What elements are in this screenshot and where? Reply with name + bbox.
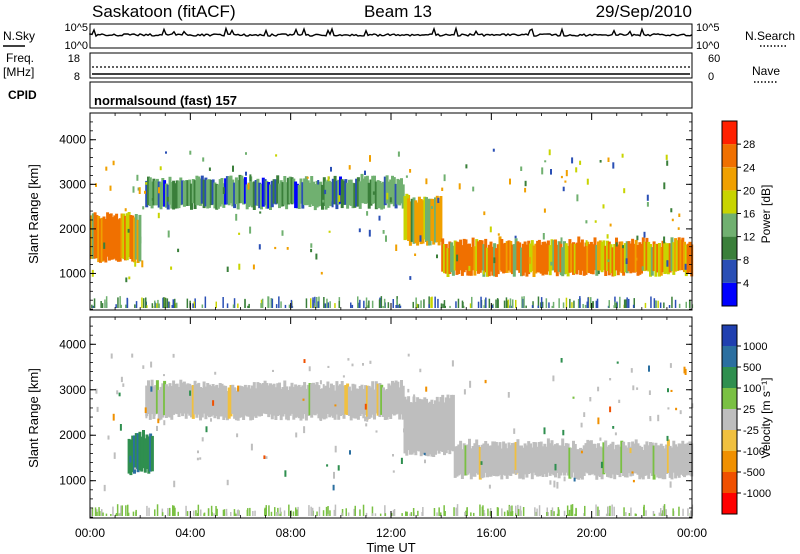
x-tick-label: 08:00: [276, 526, 306, 540]
velocity-colorbar: 1000 500 100 25 -25 -100 -500 -1000: [721, 324, 771, 515]
noise-right-tick-bottom: 10^0: [696, 40, 720, 52]
freq-left-tick-top: 18: [68, 53, 80, 65]
colorbar-swatch: [722, 325, 737, 346]
y-tick-label: 4000: [59, 133, 86, 147]
colorbar-swatch: [722, 472, 737, 493]
colorbar-tick-label: 12: [743, 232, 755, 244]
noise-panel-frame: [89, 23, 693, 49]
colorbar-swatch: [722, 259, 737, 283]
time-x-axis: 00:00 04:00 08:00 12:00 16:00 20:00 00:00: [75, 113, 707, 540]
noise-sky-trace: [89, 25, 693, 38]
y-tick-label: 1000: [59, 266, 86, 280]
cpid-program: normalsound (fast) 157: [94, 93, 237, 108]
freq-panel-frame: [89, 52, 693, 79]
colorbar-tick-label: 28: [743, 139, 755, 151]
power-data-layer: [90, 148, 694, 308]
colorbar-swatch: [722, 388, 737, 409]
colorbar-tick-label: 8: [743, 255, 749, 267]
colorbar-swatch: [722, 167, 737, 191]
colorbar-tick-label: 24: [743, 162, 755, 174]
x-tick-label: 16:00: [476, 526, 506, 540]
power-ylabel: Slant Range [km]: [26, 164, 41, 264]
y-tick-label: 3000: [59, 177, 86, 191]
y-tick-label: 3000: [59, 383, 86, 397]
colorbar-swatch: [722, 190, 737, 214]
power-colorbar: 4 8 12 16 20 24 28: [721, 120, 755, 307]
colorbar-tick-label: 25: [743, 404, 755, 416]
freq-label-line1: Freq.: [6, 51, 34, 65]
colorbar-tick-label: 1000: [743, 341, 767, 353]
colorbar-swatch: [722, 236, 737, 260]
beam-title: Beam 13: [364, 2, 432, 21]
x-tick-label: 00:00: [75, 526, 105, 540]
power-panel-frame: [89, 112, 693, 311]
echo-band-3: [441, 236, 694, 277]
velocity-data-layer: [90, 353, 694, 516]
colorbar-swatch: [722, 367, 737, 388]
colorbar-tick-label: -500: [743, 467, 765, 479]
cpid-panel-frame: [89, 81, 693, 109]
x-tick-label: 04:00: [175, 526, 205, 540]
colorbar-tick-label: 20: [743, 185, 755, 197]
echo-band-3: [127, 430, 154, 476]
freq-label-line2: [MHz]: [3, 65, 34, 79]
colorbar-tick-label: -1000: [743, 488, 771, 500]
date-title: 29/Sep/2010: [596, 2, 692, 21]
power-y-axis: 1000 2000 3000 4000: [59, 112, 692, 310]
freq-right-tick-bottom: 0: [708, 71, 714, 83]
near-range-echoes: [90, 504, 694, 516]
colorbar-swatch: [722, 282, 737, 306]
colorbar-tick-label: -25: [743, 425, 759, 437]
power-colorbar-label: Power [dB]: [759, 185, 773, 244]
colorbar-swatch: [722, 409, 737, 430]
noise-right-label: N.Search: [745, 29, 795, 43]
velocity-colorbar-label: Velocity [m s⁻¹]: [759, 377, 773, 458]
noise-left-tick-top: 10^5: [64, 22, 88, 34]
colorbar-tick-label: 500: [743, 362, 761, 374]
x-tick-label: 00:00: [677, 526, 707, 540]
noise-right-tick-top: 10^5: [696, 22, 720, 34]
freq-right-tick-top: 60: [708, 53, 720, 65]
colorbar-swatch: [722, 430, 737, 451]
x-axis-title: Time UT: [366, 540, 415, 554]
scattered-echoes: [95, 353, 694, 492]
echo-band-1: [403, 394, 455, 457]
scattered-echoes: [91, 148, 687, 283]
colorbar-tick-label: 16: [743, 209, 755, 221]
station-title: Saskatoon (fitACF): [92, 2, 236, 21]
echo-band-2: [403, 193, 443, 246]
x-tick-label: 20:00: [577, 526, 607, 540]
colorbar-tick-label: 100: [743, 383, 761, 395]
y-tick-label: 2000: [59, 428, 86, 442]
colorbar-swatch: [722, 346, 737, 367]
nave-label: Nave: [752, 64, 780, 78]
echo-band-2: [453, 438, 694, 480]
noise-left-label: N.Sky: [3, 29, 35, 43]
colorbar-tick-label: -100: [743, 446, 765, 458]
cpid-label: CPID: [8, 88, 37, 102]
colorbar-swatch: [722, 451, 737, 472]
colorbar-swatch: [722, 121, 737, 145]
noise-left-tick-bottom: 10^0: [64, 40, 88, 52]
y-tick-label: 2000: [59, 222, 86, 236]
echo-band-0: [145, 379, 405, 421]
y-tick-label: 1000: [59, 474, 86, 488]
echo-band-0: [90, 212, 142, 263]
velocity-ylabel: Slant Range [km]: [26, 368, 41, 468]
y-tick-label: 4000: [59, 337, 86, 351]
velocity-y-axis: 1000 2000 3000 4000: [59, 316, 692, 518]
colorbar-tick-label: 4: [743, 278, 749, 290]
echo-band-1: [145, 173, 405, 211]
colorbar-swatch: [722, 144, 737, 168]
colorbar-swatch: [722, 493, 737, 514]
near-range-echoes: [91, 296, 694, 308]
colorbar-swatch: [722, 213, 737, 237]
freq-left-tick-bottom: 8: [74, 71, 80, 83]
x-tick-label: 12:00: [376, 526, 406, 540]
